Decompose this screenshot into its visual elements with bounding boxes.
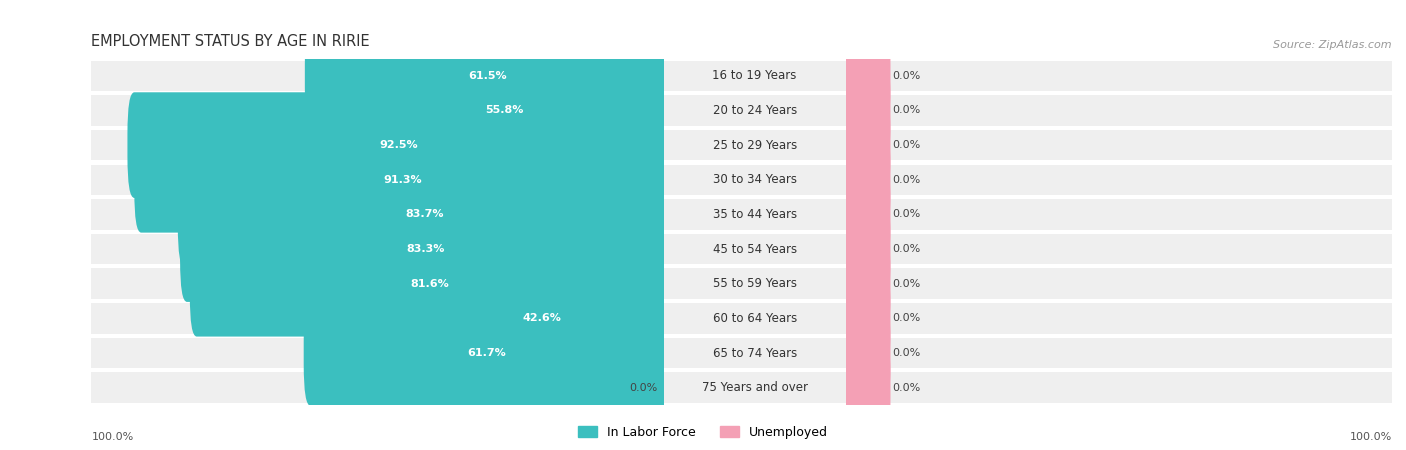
FancyBboxPatch shape [839, 127, 890, 233]
FancyBboxPatch shape [128, 92, 671, 198]
FancyBboxPatch shape [91, 130, 664, 160]
FancyBboxPatch shape [664, 303, 846, 333]
Text: EMPLOYMENT STATUS BY AGE IN RIRIE: EMPLOYMENT STATUS BY AGE IN RIRIE [91, 35, 370, 50]
Text: 0.0%: 0.0% [893, 313, 921, 324]
Text: 0.0%: 0.0% [893, 382, 921, 393]
Text: 92.5%: 92.5% [380, 140, 418, 150]
Text: 100.0%: 100.0% [91, 432, 134, 442]
Text: 61.5%: 61.5% [468, 71, 508, 81]
FancyBboxPatch shape [846, 199, 1392, 230]
FancyBboxPatch shape [846, 130, 1392, 160]
FancyBboxPatch shape [91, 199, 664, 230]
Text: 16 to 19 Years: 16 to 19 Years [713, 69, 797, 82]
FancyBboxPatch shape [846, 234, 1392, 264]
Text: 83.3%: 83.3% [406, 244, 444, 254]
FancyBboxPatch shape [91, 338, 664, 368]
Text: 0.0%: 0.0% [893, 209, 921, 220]
FancyBboxPatch shape [846, 338, 1392, 368]
FancyBboxPatch shape [664, 61, 846, 91]
FancyBboxPatch shape [846, 269, 1392, 299]
FancyBboxPatch shape [91, 165, 664, 195]
FancyBboxPatch shape [190, 231, 671, 337]
Text: 0.0%: 0.0% [893, 71, 921, 81]
Text: 0.0%: 0.0% [893, 244, 921, 254]
Text: 42.6%: 42.6% [522, 313, 561, 324]
Text: 0.0%: 0.0% [893, 140, 921, 150]
FancyBboxPatch shape [304, 300, 671, 406]
Text: 30 to 34 Years: 30 to 34 Years [713, 173, 797, 186]
FancyBboxPatch shape [135, 127, 671, 233]
Text: 83.7%: 83.7% [405, 209, 443, 220]
Text: 0.0%: 0.0% [893, 105, 921, 116]
Text: 25 to 29 Years: 25 to 29 Years [713, 139, 797, 152]
FancyBboxPatch shape [846, 165, 1392, 195]
Text: 61.7%: 61.7% [468, 348, 506, 358]
Text: 60 to 64 Years: 60 to 64 Years [713, 312, 797, 325]
FancyBboxPatch shape [664, 130, 846, 160]
Text: 65 to 74 Years: 65 to 74 Years [713, 346, 797, 360]
Text: 0.0%: 0.0% [893, 279, 921, 289]
Text: 20 to 24 Years: 20 to 24 Years [713, 104, 797, 117]
FancyBboxPatch shape [664, 373, 846, 403]
FancyBboxPatch shape [91, 95, 664, 126]
FancyBboxPatch shape [839, 58, 890, 163]
Text: 35 to 44 Years: 35 to 44 Years [713, 208, 797, 221]
Text: 0.0%: 0.0% [893, 348, 921, 358]
Text: 55 to 59 Years: 55 to 59 Years [713, 277, 797, 290]
Text: 45 to 54 Years: 45 to 54 Years [713, 243, 797, 256]
Text: 100.0%: 100.0% [1350, 432, 1392, 442]
FancyBboxPatch shape [846, 61, 1392, 91]
FancyBboxPatch shape [839, 23, 890, 129]
FancyBboxPatch shape [305, 23, 671, 129]
Text: 91.3%: 91.3% [382, 175, 422, 185]
FancyBboxPatch shape [664, 338, 846, 368]
FancyBboxPatch shape [664, 95, 846, 126]
FancyBboxPatch shape [337, 58, 671, 163]
Text: 75 Years and over: 75 Years and over [702, 381, 807, 394]
FancyBboxPatch shape [839, 92, 890, 198]
FancyBboxPatch shape [91, 303, 664, 333]
FancyBboxPatch shape [839, 196, 890, 302]
FancyBboxPatch shape [839, 231, 890, 337]
Text: Source: ZipAtlas.com: Source: ZipAtlas.com [1274, 40, 1392, 50]
FancyBboxPatch shape [177, 162, 671, 267]
Text: 55.8%: 55.8% [485, 105, 523, 116]
FancyBboxPatch shape [839, 300, 890, 406]
FancyBboxPatch shape [846, 373, 1392, 403]
FancyBboxPatch shape [664, 269, 846, 299]
Text: 0.0%: 0.0% [893, 175, 921, 185]
FancyBboxPatch shape [91, 373, 664, 403]
FancyBboxPatch shape [664, 199, 846, 230]
Legend: In Labor Force, Unemployed: In Labor Force, Unemployed [572, 421, 834, 444]
FancyBboxPatch shape [91, 61, 664, 91]
FancyBboxPatch shape [91, 269, 664, 299]
Text: 81.6%: 81.6% [411, 279, 450, 289]
FancyBboxPatch shape [180, 196, 671, 302]
FancyBboxPatch shape [846, 303, 1392, 333]
FancyBboxPatch shape [846, 95, 1392, 126]
Text: 0.0%: 0.0% [630, 382, 658, 393]
FancyBboxPatch shape [91, 234, 664, 264]
FancyBboxPatch shape [839, 335, 890, 441]
FancyBboxPatch shape [839, 162, 890, 267]
FancyBboxPatch shape [839, 266, 890, 371]
FancyBboxPatch shape [664, 234, 846, 264]
FancyBboxPatch shape [664, 165, 846, 195]
FancyBboxPatch shape [413, 266, 671, 371]
